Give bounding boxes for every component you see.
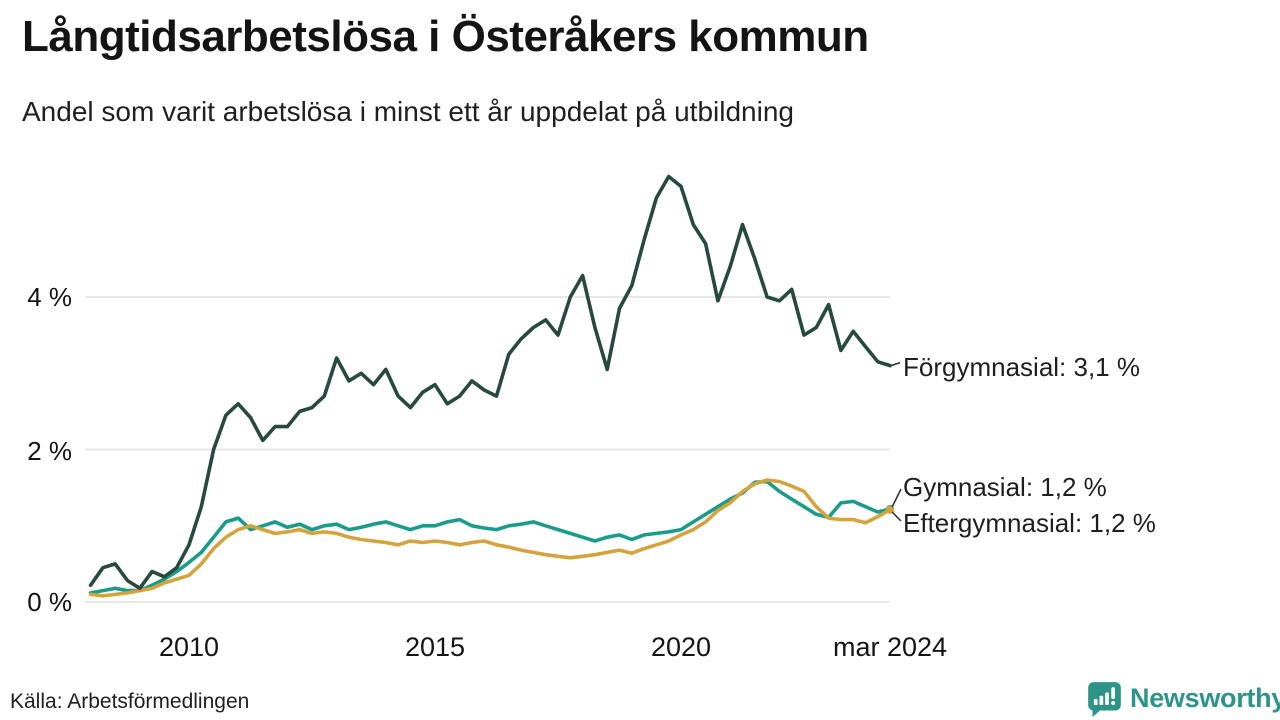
- y-axis-tick-4: 4 %: [27, 282, 72, 312]
- connector-eftergymnasial: [891, 511, 902, 522]
- series-line-gymnasial: [88, 479, 892, 595]
- page-subtitle: Andel som varit arbetslösa i minst ett å…: [22, 96, 794, 127]
- connector-forgymnasial: [890, 361, 901, 367]
- series-end-dot-eftergymnasial: [886, 505, 895, 514]
- x-axis-tick-2015: 2015: [404, 632, 466, 662]
- newsworthy-wordmark: Newsworthy: [1130, 683, 1280, 713]
- y-axis-tick-0: 0 %: [27, 587, 72, 617]
- x-axis-tick-2020: 2020: [650, 632, 712, 662]
- series-end-label-gymnasial: Gymnasial: 1,2 %: [903, 472, 1107, 502]
- series-line-eftergymnasial: [88, 478, 892, 598]
- page-title: Långtidsarbetslösa i Österåkers kommun: [22, 12, 869, 61]
- x-axis-tick-mar-2024: mar 2024: [832, 632, 948, 662]
- newsworthy-logo: Newsworthy: [1086, 680, 1280, 717]
- newsworthy-bubble-icon: [1088, 682, 1121, 717]
- series-line-forgymnasial: [88, 174, 892, 591]
- y-axis-tick-2: 2 %: [27, 436, 72, 466]
- connector-gymnasial: [891, 488, 902, 508]
- series-end-label-forgymnasial: Förgymnasial: 3,1 %: [903, 352, 1140, 382]
- x-axis-tick-2010: 2010: [158, 632, 220, 662]
- series-end-label-eftergymnasial: Eftergymnasial: 1,2 %: [903, 508, 1156, 538]
- source-attribution: Källa: Arbetsförmedlingen: [10, 690, 250, 713]
